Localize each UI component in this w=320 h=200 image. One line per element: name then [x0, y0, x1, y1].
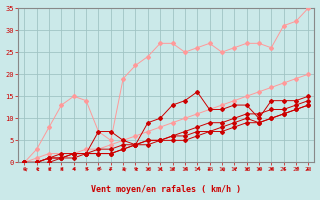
X-axis label: Vent moyen/en rafales ( km/h ): Vent moyen/en rafales ( km/h ): [91, 185, 241, 194]
